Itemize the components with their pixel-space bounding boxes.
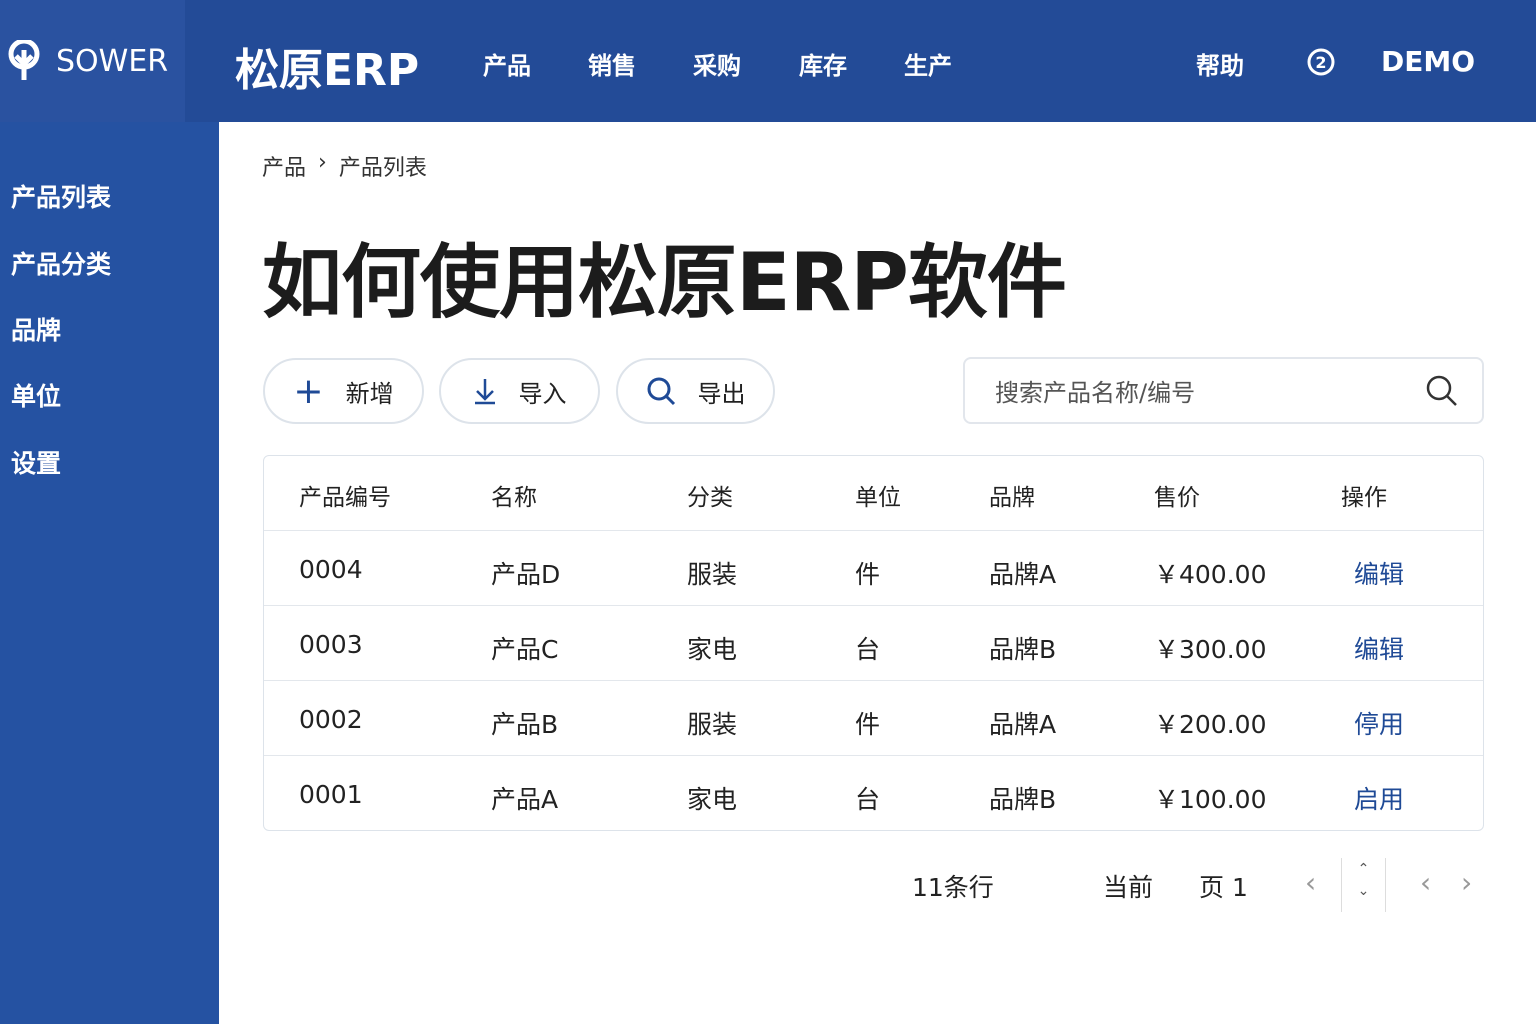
table-cell: 品牌A <box>989 560 1057 589</box>
table-cell: 0004 <box>299 555 363 584</box>
chevron-down-icon[interactable]: ⌄ <box>1357 883 1370 899</box>
breadcrumb-products[interactable]: 产品 <box>262 156 307 181</box>
prev-page-icon[interactable]: ‹ <box>1305 866 1317 899</box>
table-cell: 0002 <box>299 705 363 734</box>
table-cell: 产品C <box>491 635 559 664</box>
export-button[interactable]: 导出 <box>616 358 775 424</box>
table-row: 0002 产品B 服装 件 品牌A ￥200.00 停用 <box>264 681 1483 756</box>
page-title: 如何使用松原ERP软件 <box>262 236 1067 329</box>
table-cell: 服装 <box>687 710 738 739</box>
plus-icon: + <box>293 370 324 412</box>
breadcrumb: 产品 › 产品列表 <box>262 150 427 182</box>
table-cell: 品牌A <box>989 710 1057 739</box>
column-header: 分类 <box>687 485 733 511</box>
download-icon <box>474 379 495 405</box>
table-cell: 件 <box>855 710 881 739</box>
column-header: 单位 <box>855 485 901 511</box>
import-button[interactable]: 导入 <box>439 358 600 424</box>
nav-production[interactable]: 生产 <box>904 52 952 80</box>
table-cell: ￥300.00 <box>1154 635 1267 664</box>
export-label: 导出 <box>697 379 746 408</box>
sower-logo-icon <box>8 40 40 80</box>
brand-title: 松原ERP <box>235 45 420 96</box>
table-row: 0003 产品C 家电 台 品牌B ￥300.00 编辑 <box>264 606 1483 681</box>
table-cell: 产品B <box>491 710 559 739</box>
sidebar-item-product-category[interactable]: 产品分类 <box>11 250 112 279</box>
add-button[interactable]: + 新增 <box>263 358 424 424</box>
search-icon[interactable] <box>1426 375 1458 407</box>
chevron-right-icon[interactable]: › <box>1461 866 1473 899</box>
table-row: 0004 产品D 服装 件 品牌A ￥400.00 编辑 <box>264 531 1483 606</box>
table-header: 产品编号 名称 分类 单位 品牌 售价 操作 <box>264 456 1483 531</box>
sidebar-item-product-list[interactable]: 产品列表 <box>11 183 112 212</box>
table-cell: ￥100.00 <box>1154 785 1267 814</box>
nav-purchase[interactable]: 采购 <box>693 52 741 80</box>
chevron-right-icon: › <box>318 150 327 175</box>
sidebar-item-settings[interactable]: 设置 <box>11 449 62 478</box>
sidebar: 产品列表 产品分类 品牌 单位 设置 <box>0 122 219 1024</box>
column-header: 操作 <box>1341 485 1387 511</box>
table-cell: 产品A <box>491 785 559 814</box>
search-input[interactable]: 搜索产品名称/编号 <box>963 357 1484 424</box>
column-header: 售价 <box>1154 485 1200 511</box>
table-cell: 产品D <box>491 560 561 589</box>
row-action-link[interactable]: 编辑 <box>1354 635 1405 664</box>
row-action-link[interactable]: 停用 <box>1354 710 1405 739</box>
logo[interactable]: SOWER <box>0 0 185 122</box>
table-cell: 0001 <box>299 780 363 809</box>
table-cell: 件 <box>855 560 881 589</box>
table-cell: 服装 <box>687 560 738 589</box>
total-rows: 11条行 <box>912 873 994 902</box>
notification-badge-icon[interactable]: 2 <box>1306 47 1336 77</box>
import-label: 导入 <box>518 379 567 408</box>
current-label: 当前 <box>1103 873 1154 902</box>
table-cell: ￥400.00 <box>1154 560 1267 589</box>
row-action-link[interactable]: 编辑 <box>1354 560 1405 589</box>
sidebar-item-unit[interactable]: 单位 <box>11 382 62 411</box>
logo-text: SOWER <box>56 43 169 79</box>
sidebar-item-brand[interactable]: 品牌 <box>11 316 62 345</box>
nav-sales[interactable]: 销售 <box>588 52 636 80</box>
chevron-up-icon[interactable]: ⌃ <box>1357 861 1370 877</box>
breadcrumb-current: 产品列表 <box>338 156 427 181</box>
table-cell: ￥200.00 <box>1154 710 1267 739</box>
nav-inventory[interactable]: 库存 <box>799 52 847 80</box>
column-header: 名称 <box>491 485 537 511</box>
product-table: 产品编号 名称 分类 单位 品牌 售价 操作 0004 产品D 服装件品牌A ￥400.00 编辑 00… <box>263 455 1484 831</box>
user-menu[interactable]: DEMO <box>1381 45 1476 78</box>
column-header: 品牌 <box>989 485 1035 511</box>
table-cell: 家电 <box>687 785 738 814</box>
search-icon <box>647 377 675 406</box>
add-label: 新增 <box>345 379 394 408</box>
row-action-link[interactable]: 启用 <box>1354 785 1405 814</box>
table-row: 0001 产品A 家电 台 品牌B ￥100.00 启用 <box>264 756 1483 831</box>
svg-text:2: 2 <box>1315 53 1326 72</box>
table-cell: 0003 <box>299 630 363 659</box>
column-header: 产品编号 <box>299 485 391 511</box>
nav-products[interactable]: 产品 <box>483 52 531 80</box>
table-cell: 品牌B <box>989 635 1057 664</box>
table-cell: 台 <box>855 635 881 664</box>
page-number: 页 1 <box>1199 873 1248 902</box>
chevron-left-icon[interactable]: ‹ <box>1420 866 1432 899</box>
nav-help[interactable]: 帮助 <box>1196 52 1244 80</box>
table-cell: 台 <box>855 785 881 814</box>
search-placeholder: 搜索产品名称/编号 <box>995 379 1196 407</box>
table-cell: 家电 <box>687 635 738 664</box>
table-cell: 品牌B <box>989 785 1057 814</box>
top-header: SOWER 松原ERP 产品 销售 采购 库存 生产 帮助 2 DEMO <box>0 0 1536 122</box>
page-stepper[interactable]: ⌃ ⌄ <box>1341 858 1386 912</box>
